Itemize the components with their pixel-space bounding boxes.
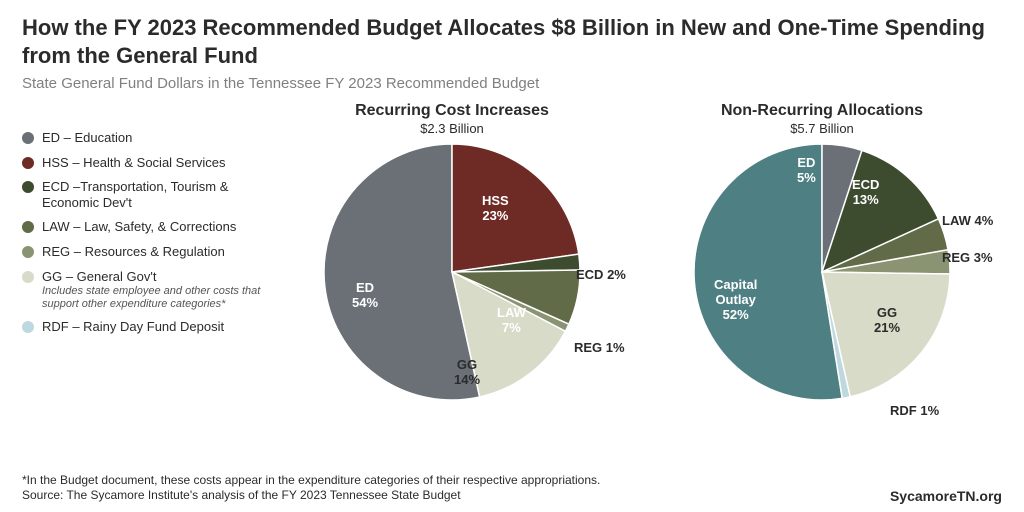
charts-area: Recurring Cost Increases $2.3 Billion ED… <box>272 102 1002 452</box>
slice-label-reg: REG 1% <box>574 341 625 356</box>
chart-nonrecurring: Non-Recurring Allocations $5.7 Billion C… <box>642 102 1002 452</box>
slice-label-law: LAW7% <box>497 306 526 336</box>
legend-swatch <box>22 271 34 283</box>
slice-label-reg: REG 3% <box>942 251 993 266</box>
pie-svg <box>694 144 950 400</box>
legend-swatch <box>22 132 34 144</box>
content-row: ED – Education HSS – Health & Social Serv… <box>22 102 1002 452</box>
legend-item-rdf: RDF – Rainy Day Fund Deposit <box>22 319 272 335</box>
slice-label-law: LAW 4% <box>942 214 993 229</box>
footnote-line2: Source: The Sycamore Institute's analysi… <box>22 488 600 504</box>
legend-text: LAW – Law, Safety, & Corrections <box>42 219 272 235</box>
slice-label-cap: CapitalOutlay52% <box>714 278 757 323</box>
legend-text: ED – Education <box>42 130 272 146</box>
legend: ED – Education HSS – Health & Social Serv… <box>22 102 272 452</box>
page-title: How the FY 2023 Recommended Budget Alloc… <box>22 14 1002 69</box>
slice-label-gg: GG14% <box>454 358 480 388</box>
slice-label-ecd: ECD13% <box>852 178 879 208</box>
chart-recurring: Recurring Cost Increases $2.3 Billion ED… <box>272 102 632 452</box>
legend-swatch <box>22 321 34 333</box>
pie-slice-hss <box>452 144 579 272</box>
slice-label-ecd: ECD 2% <box>576 268 626 283</box>
chart1-amount: $2.3 Billion <box>272 121 632 136</box>
legend-item-ed: ED – Education <box>22 130 272 146</box>
brand-label: SycamoreTN.org <box>890 488 1002 504</box>
legend-swatch <box>22 221 34 233</box>
slice-label-rdf: RDF 1% <box>890 404 939 419</box>
chart2-amount: $5.7 Billion <box>642 121 1002 136</box>
legend-swatch <box>22 157 34 169</box>
legend-item-ecd: ECD –Transportation, Tourism & Economic … <box>22 179 272 210</box>
legend-swatch <box>22 246 34 258</box>
legend-item-law: LAW – Law, Safety, & Corrections <box>22 219 272 235</box>
slice-label-ed: ED5% <box>797 156 816 186</box>
slice-label-hss: HSS23% <box>482 194 509 224</box>
legend-text: REG – Resources & Regulation <box>42 244 272 260</box>
legend-text: GG – General Gov'tIncludes state employe… <box>42 269 272 311</box>
pie-svg <box>324 144 580 400</box>
pie-slice-cap <box>694 144 842 400</box>
slice-label-ed: ED54% <box>352 281 378 311</box>
footnote: *In the Budget document, these costs app… <box>22 473 600 504</box>
page-subtitle: State General Fund Dollars in the Tennes… <box>22 75 1002 92</box>
chart1-title: Recurring Cost Increases <box>272 102 632 120</box>
legend-item-reg: REG – Resources & Regulation <box>22 244 272 260</box>
legend-swatch <box>22 181 34 193</box>
legend-item-gg: GG – General Gov'tIncludes state employe… <box>22 269 272 311</box>
footnote-line1: *In the Budget document, these costs app… <box>22 473 600 489</box>
legend-text: ECD –Transportation, Tourism & Economic … <box>42 179 272 210</box>
slice-label-gg: GG21% <box>874 306 900 336</box>
chart2-pie: CapitalOutlay52% ED5% ECD13% LAW 4% REG 3% GG… <box>642 136 1002 426</box>
chart2-title: Non-Recurring Allocations <box>642 102 1002 120</box>
chart1-pie: ED54% HSS23% ECD 2% LAW7% REG 1% GG14% <box>272 136 632 426</box>
legend-text: HSS – Health & Social Services <box>42 155 272 171</box>
legend-text: RDF – Rainy Day Fund Deposit <box>42 319 272 335</box>
legend-item-hss: HSS – Health & Social Services <box>22 155 272 171</box>
